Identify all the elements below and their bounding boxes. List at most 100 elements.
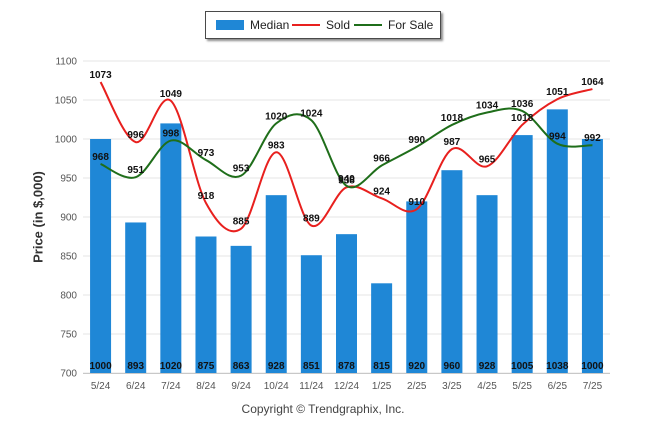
median-bar: [371, 283, 393, 373]
y-tick-label: 700: [60, 369, 77, 380]
legend-item-median: Median: [216, 12, 289, 38]
sold-line: [99, 81, 593, 233]
x-tick-label: 5/24: [91, 381, 111, 392]
y-tick-label: 850: [60, 252, 77, 263]
y-tick-label: 750: [60, 330, 77, 341]
sold-data-label: 924: [373, 186, 390, 197]
sold-data-label: 889: [303, 214, 320, 225]
median-data-label: 875: [198, 361, 215, 372]
for-sale-data-label: 966: [373, 154, 390, 165]
y-axis-ticks: 700 750 800 850 900 950 1000 1050 1100: [55, 57, 78, 380]
for-sale-data-label: 990: [408, 135, 425, 146]
sold-data-label: 938: [338, 175, 355, 186]
legend-item-for-sale: For Sale: [354, 12, 433, 38]
x-tick-label: 10/24: [264, 381, 289, 392]
median-bar: [511, 135, 533, 373]
y-tick-label: 900: [60, 213, 77, 224]
sold-data-label: 983: [268, 140, 285, 151]
x-tick-label: 4/25: [477, 381, 497, 392]
x-tick-label: 6/24: [126, 381, 146, 392]
legend-label-sold: Sold: [326, 18, 351, 32]
median-bars: [90, 109, 603, 374]
y-tick-label: 950: [60, 174, 77, 185]
legend-swatch-sold: [292, 24, 320, 26]
median-data-label: 928: [479, 361, 496, 372]
for-sale-data-label: 953: [233, 164, 250, 175]
for-sale-data-label: 994: [549, 132, 566, 143]
sold-data-label: 885: [233, 217, 250, 228]
sold-data-label: 965: [479, 154, 496, 165]
x-tick-label: 2/25: [407, 381, 427, 392]
for-sale-data-label: 1018: [441, 113, 464, 124]
sold-data-label: 1051: [546, 87, 569, 98]
median-data-label: 928: [268, 361, 285, 372]
median-data-label: 920: [408, 361, 425, 372]
sold-data-label: 918: [198, 191, 215, 202]
for-sale-data-label: 940: [338, 174, 355, 185]
for-sale-data-label: 968: [92, 152, 109, 163]
median-data-label: 1000: [581, 361, 604, 372]
median-bar: [90, 139, 112, 373]
x-tick-label: 6/25: [548, 381, 568, 392]
median-bar: [441, 170, 463, 373]
y-tick-label: 800: [60, 291, 77, 302]
for-sale-data-label: 1034: [476, 100, 499, 111]
sold-data-label: 1018: [511, 113, 534, 124]
median-data-label: 1005: [511, 361, 534, 372]
median-data-label: 1000: [89, 361, 112, 372]
median-data-label: 960: [444, 361, 461, 372]
x-tick-label: 8/24: [196, 381, 216, 392]
sold-data-label: 996: [127, 130, 144, 141]
sold-data-label: 1049: [160, 89, 183, 100]
for-sale-data-label: 1024: [300, 108, 323, 119]
median-data-label: 851: [303, 361, 320, 372]
x-tick-label: 11/24: [299, 381, 324, 392]
median-bar: [336, 234, 357, 373]
sold-data-label: 910: [408, 197, 425, 208]
x-tick-label: 5/25: [512, 381, 532, 392]
median-data-label: 1020: [160, 361, 183, 372]
median-bar: [581, 139, 603, 373]
legend: Median Sold For Sale: [205, 11, 441, 39]
for-sale-data-label: 951: [127, 165, 144, 176]
median-bar: [546, 109, 568, 374]
x-axis-ticks: 5/24 6/24 7/24 8/24 9/24 10/24 11/24 12/24 1/25 2…: [91, 381, 603, 392]
y-tick-label: 1050: [55, 96, 78, 107]
y-tick-label: 1000: [55, 135, 78, 146]
data-labels: 1000 893 1020 875 863 928 851 878 815 920 960 928 10…: [89, 70, 604, 372]
for-sale-data-label: 998: [162, 129, 179, 140]
median-bar: [300, 255, 322, 373]
median-bar: [406, 201, 428, 373]
legend-label-for-sale: For Sale: [388, 18, 434, 32]
sold-data-label: 1073: [89, 70, 112, 81]
median-bar: [125, 222, 147, 373]
median-bar: [195, 236, 217, 373]
for-sale-line: [100, 107, 593, 189]
median-bar: [265, 195, 287, 373]
median-data-label: 878: [338, 361, 355, 372]
legend-swatch-median: [216, 20, 244, 30]
sold-data-label: 1064: [581, 77, 604, 88]
for-sale-data-label: 1036: [511, 99, 534, 110]
sold-data-label: 987: [444, 137, 461, 148]
for-sale-data-label: 1020: [265, 111, 288, 122]
trend-lines: [99, 81, 593, 233]
x-tick-label: 3/25: [442, 381, 462, 392]
x-tick-label: 9/24: [231, 381, 251, 392]
for-sale-data-label: 992: [584, 133, 601, 144]
legend-item-sold: Sold: [292, 12, 350, 38]
median-data-label: 863: [233, 361, 250, 372]
median-bar: [160, 123, 182, 374]
median-bar: [230, 245, 252, 373]
copyright-footer: Copyright © Trendgraphix, Inc.: [241, 402, 405, 416]
median-data-label: 893: [127, 361, 144, 372]
x-tick-label: 1/25: [372, 381, 392, 392]
y-axis-label: Price (in $,000): [30, 171, 46, 263]
legend-swatch-for-sale: [354, 24, 382, 26]
legend-label-median: Median: [250, 18, 290, 32]
median-bar: [476, 195, 498, 373]
y-tick-label: 1100: [55, 57, 77, 68]
x-tick-label: 7/24: [161, 381, 181, 392]
for-sale-data-label: 973: [198, 148, 215, 159]
